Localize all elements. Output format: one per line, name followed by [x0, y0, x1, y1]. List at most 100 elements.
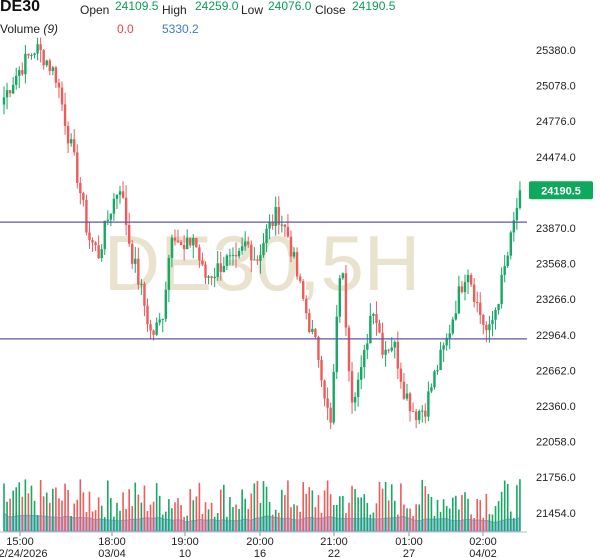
candle-body: [372, 314, 375, 316]
volume-label: Volume (9): [0, 22, 58, 36]
volume-bar: [296, 505, 298, 531]
candle-body: [341, 273, 345, 279]
candle-body: [503, 266, 506, 275]
low-value: 24076.0: [268, 0, 312, 13]
candle-body: [396, 341, 400, 369]
candle-body: [256, 259, 259, 261]
candle-body: [482, 315, 485, 325]
volume-bar: [451, 497, 454, 531]
volume-bar: [329, 494, 332, 531]
candle-body: [195, 237, 198, 248]
volume-bar: [36, 515, 39, 531]
volume-bar: [76, 499, 79, 531]
candle-body: [408, 393, 412, 412]
volume-bar: [427, 494, 430, 531]
candle-body: [161, 318, 164, 320]
open-value: 24109.5: [115, 0, 159, 13]
volume-bar: [61, 500, 63, 531]
volume-bar: [513, 517, 515, 531]
candle-body: [436, 370, 439, 372]
volume-bar: [97, 497, 100, 531]
volume-bar: [375, 503, 378, 531]
chart-watermark: DE30,5H: [104, 219, 421, 307]
volume-bar: [143, 485, 146, 531]
candle-body: [45, 60, 48, 66]
volume-bar: [33, 500, 36, 531]
volume-bar: [418, 504, 420, 531]
volume-bar: [277, 512, 280, 531]
volume-bar: [311, 490, 314, 531]
volume-bar: [82, 492, 85, 531]
volume-bar: [485, 493, 488, 531]
volume-bar: [516, 485, 518, 531]
candle-body: [36, 44, 39, 54]
volume-bar: [94, 510, 97, 531]
y-tick-label: 23870.0: [536, 223, 576, 235]
volume-pane: [3, 479, 521, 532]
candle-body: [479, 302, 482, 316]
volume-bar: [259, 503, 262, 531]
volume-bar: [500, 491, 503, 531]
candle-body: [97, 245, 100, 259]
candle-body: [228, 255, 232, 257]
candle-body: [173, 237, 177, 241]
y-tick-label: 24474.0: [536, 152, 576, 164]
candle-body: [237, 250, 241, 257]
volume-bar: [39, 480, 42, 531]
candle-body: [94, 242, 97, 246]
volume-bar: [397, 514, 399, 531]
candle-body: [222, 265, 226, 273]
x-tick-time: 20:00: [246, 536, 274, 548]
volume-bar: [155, 483, 158, 531]
volume-bar: [58, 498, 60, 531]
candle-body: [250, 244, 253, 261]
volume-bar: [247, 509, 250, 531]
candle-body: [439, 349, 442, 371]
candle-body: [268, 221, 271, 229]
volume-label-text: Volume: [0, 22, 41, 36]
candle-body: [289, 236, 293, 257]
candle-body: [366, 343, 369, 350]
candle-body: [424, 410, 427, 417]
candle-body: [405, 393, 409, 399]
volume-bar: [207, 509, 210, 531]
candle-body: [350, 371, 354, 403]
candle-body: [298, 276, 302, 282]
candle-body: [326, 398, 329, 408]
candle-body: [231, 254, 235, 256]
volume-bar: [415, 504, 417, 531]
candle-body: [509, 232, 512, 256]
candle-body: [8, 90, 12, 94]
candle-body: [5, 90, 9, 98]
candle-body: [42, 50, 45, 66]
candle-body: [262, 242, 265, 256]
volume-bar: [21, 496, 24, 531]
volume-bar: [12, 490, 14, 531]
volume-bar: [100, 505, 103, 531]
volume-bar: [473, 517, 475, 531]
candle-body: [11, 84, 15, 94]
candle-body: [112, 198, 116, 214]
volume-bar: [360, 497, 362, 531]
volume-bar: [372, 512, 375, 531]
volume-bar: [152, 501, 155, 531]
candle-body: [301, 281, 305, 299]
open-label: Open: [80, 3, 110, 17]
candle-body: [60, 87, 64, 105]
x-tick-date: 02/24/2026: [0, 548, 48, 558]
volume-value: 0.0: [117, 22, 134, 36]
candle-body: [88, 232, 91, 241]
volume-bar: [421, 479, 424, 531]
candle-body: [140, 283, 143, 285]
volume-bar: [390, 484, 393, 531]
volume-bar: [6, 501, 8, 531]
candle-body: [179, 241, 183, 245]
volume-bar: [3, 483, 5, 531]
candle-body: [158, 319, 161, 323]
volume-bar: [45, 492, 48, 531]
candle-body: [454, 313, 458, 320]
candle-body: [185, 237, 189, 250]
candle-body: [491, 319, 494, 325]
candle-body: [286, 226, 290, 237]
